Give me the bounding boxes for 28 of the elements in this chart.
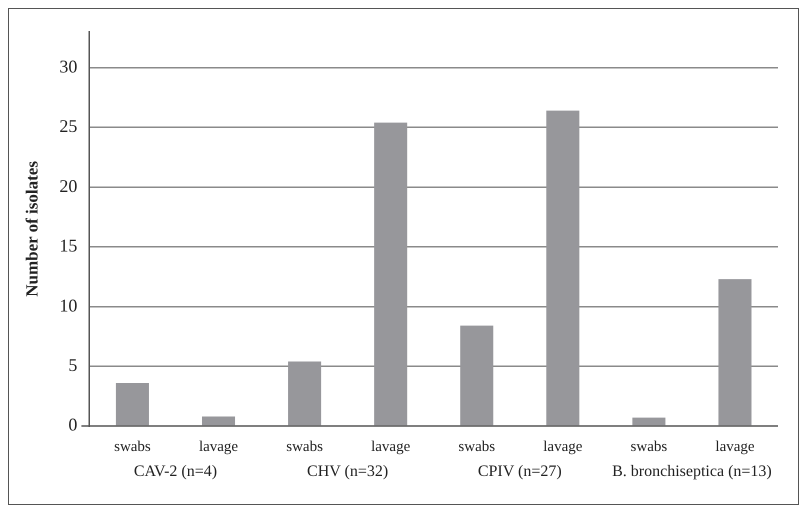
- x-tick-label: lavage: [715, 438, 755, 455]
- x-tick-label: lavage: [543, 438, 583, 455]
- y-tick-label: 30: [59, 56, 78, 76]
- text: CAV-2 (n=4): [134, 463, 218, 480]
- bar: [374, 122, 408, 426]
- bar: [546, 110, 580, 426]
- bar: [632, 418, 666, 426]
- x-tick-label: lavage: [371, 438, 411, 455]
- y-tick-label: 15: [59, 236, 78, 256]
- x-tick-label: swabs: [286, 438, 324, 455]
- text: CPIV (n=27): [478, 463, 562, 480]
- y-axis-title: Number of isolates: [22, 160, 42, 297]
- text: B. bronchiseptica (n=13): [612, 463, 772, 480]
- x-tick-label: swabs: [458, 438, 496, 455]
- bar: [116, 382, 149, 426]
- bar: [288, 361, 322, 426]
- y-tick-label: 20: [59, 176, 78, 196]
- y-tick-label: 25: [59, 116, 78, 136]
- bar: [460, 326, 494, 426]
- bar: [202, 416, 236, 426]
- x-tick-label: swabs: [630, 438, 668, 455]
- x-tick-label: swabs: [114, 438, 151, 455]
- y-tick-label: 0: [68, 414, 78, 435]
- text: CHV (n=32): [307, 463, 388, 480]
- x-tick-label: lavage: [198, 438, 238, 455]
- y-tick-label: 5: [68, 355, 78, 376]
- bar: [718, 279, 752, 426]
- y-tick-label: 10: [59, 295, 78, 316]
